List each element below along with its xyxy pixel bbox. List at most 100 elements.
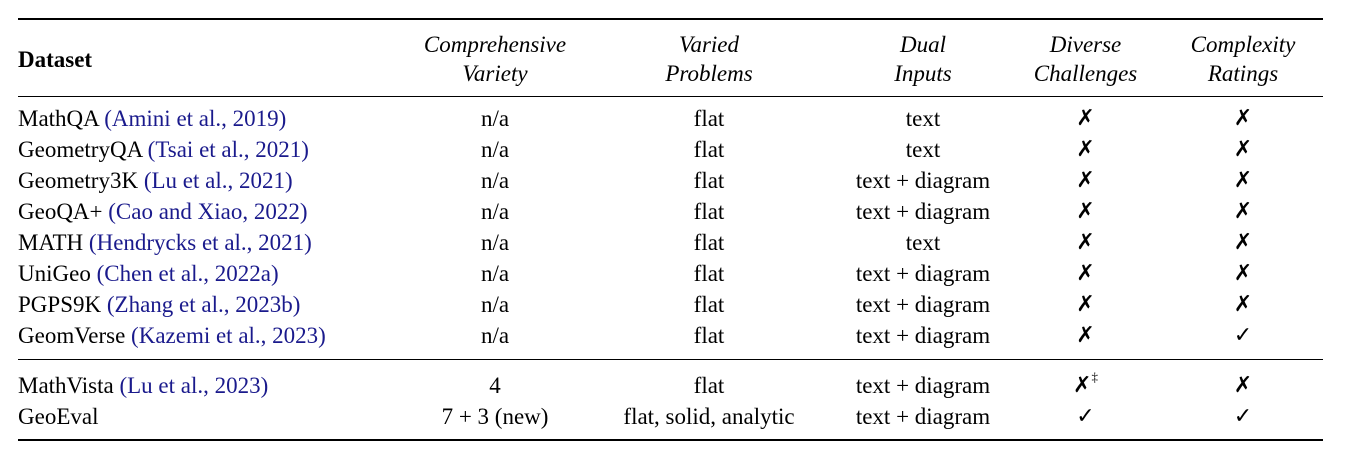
header-varied-problems: Varied Problems	[665, 32, 753, 86]
cell-inputs: text + diagram	[855, 372, 991, 398]
cell-variety: n/a	[480, 322, 510, 348]
cell-challenges: ✗	[1008, 165, 1163, 196]
table-row: MATH (Hendrycks et al., 2021) n/a flat text…	[18, 227, 1323, 258]
table-row: UniGeo (Chen et al., 2022a) n/a flat text +…	[18, 258, 1323, 289]
dataset-name: UniGeo	[18, 260, 91, 286]
cross-icon: ✗	[1076, 292, 1095, 317]
cell-dataset: MathVista (Lu et al., 2023)	[18, 360, 410, 402]
check-icon: ✓	[1233, 323, 1253, 348]
cross-icon: ✗	[1076, 323, 1095, 348]
cell-variety: n/a	[480, 105, 510, 131]
cell-challenges: ✗	[1008, 227, 1163, 258]
cell-challenges: ✗	[1008, 134, 1163, 165]
table-body: MathQA (Amini et al., 2019) n/a flat text ✗ ✗…	[18, 97, 1323, 440]
dataset-name: MathVista	[18, 372, 114, 398]
cell-dataset: UniGeo (Chen et al., 2022a)	[18, 258, 410, 289]
citation-link[interactable]: (Zhang et al., 2023b)	[106, 291, 301, 317]
dataset-name: MATH	[18, 229, 84, 255]
cross-icon: ✗	[1233, 106, 1253, 131]
cell-dataset: GeoQA+ (Cao and Xiao, 2022)	[18, 196, 410, 227]
citation-link[interactable]: (Hendrycks et al., 2021)	[88, 229, 312, 255]
cell-inputs: text	[905, 229, 941, 255]
cell-ratings: ✗	[1163, 134, 1323, 165]
cell-ratings: ✗	[1163, 165, 1323, 196]
cell-challenges: ✗	[1008, 320, 1163, 360]
cell-inputs: text	[905, 136, 941, 162]
cell-dataset: MathQA (Amini et al., 2019)	[18, 97, 410, 135]
citation-link[interactable]: (Chen et al., 2022a)	[96, 260, 279, 286]
cell-dataset: GeomVerse (Kazemi et al., 2023)	[18, 320, 410, 360]
table-row: Geometry3K (Lu et al., 2021) n/a flat text …	[18, 165, 1323, 196]
table-row: GeometryQA (Tsai et al., 2021) n/a flat tex…	[18, 134, 1323, 165]
cell-variety: n/a	[480, 167, 510, 193]
cross-icon: ✗	[1076, 230, 1095, 255]
cell-ratings: ✗	[1163, 196, 1323, 227]
header-complexity-ratings: Complexity Ratings	[1190, 32, 1296, 86]
table-row: MathVista (Lu et al., 2023) 4 flat text + d…	[18, 360, 1323, 402]
citation-link[interactable]: (Amini et al., 2019)	[104, 105, 287, 131]
cell-inputs: text + diagram	[855, 291, 991, 317]
table-row: GeoQA+ (Cao and Xiao, 2022) n/a flat text +…	[18, 196, 1323, 227]
cell-ratings: ✓	[1163, 401, 1323, 440]
cross-icon: ✗	[1233, 168, 1253, 193]
dataset-name: GeoEval	[18, 403, 99, 429]
cross-icon: ✗	[1233, 373, 1253, 398]
citation-link[interactable]: (Cao and Xiao, 2022)	[108, 198, 308, 224]
cross-icon: ✗	[1076, 168, 1095, 193]
cell-dataset: GeometryQA (Tsai et al., 2021)	[18, 134, 410, 165]
dataset-name: GeomVerse	[18, 322, 126, 348]
cross-icon: ✗	[1233, 199, 1253, 224]
citation-link[interactable]: (Tsai et al., 2021)	[147, 136, 309, 162]
cell-ratings: ✗	[1163, 289, 1323, 320]
table-row: MathQA (Amini et al., 2019) n/a flat text ✗ ✗	[18, 97, 1323, 135]
comparison-table-container: Dataset Comprehensive Variety Varied Pro…	[18, 18, 1323, 441]
cell-dataset: MATH (Hendrycks et al., 2021)	[18, 227, 410, 258]
citation-link[interactable]: (Kazemi et al., 2023)	[131, 322, 326, 348]
cell-dataset: Geometry3K (Lu et al., 2021)	[18, 165, 410, 196]
cell-inputs: text	[905, 105, 941, 131]
dataset-name: PGPS9K	[18, 291, 102, 317]
cell-dataset: GeoEval	[18, 401, 410, 440]
table-row: PGPS9K (Zhang et al., 2023b) n/a flat text …	[18, 289, 1323, 320]
citation-link[interactable]: (Lu et al., 2023)	[119, 372, 269, 398]
cell-variety: n/a	[480, 260, 510, 286]
cell-inputs: text + diagram	[855, 167, 991, 193]
citation-link[interactable]: (Lu et al., 2021)	[143, 167, 293, 193]
cell-inputs: text + diagram	[855, 322, 991, 348]
cell-problems: flat	[693, 260, 725, 286]
cell-variety: n/a	[480, 136, 510, 162]
cell-variety: n/a	[480, 198, 510, 224]
cross-icon: ✗	[1233, 230, 1253, 255]
cell-ratings: ✗	[1163, 227, 1323, 258]
table-row: GeomVerse (Kazemi et al., 2023) n/a flat te…	[18, 320, 1323, 360]
cross-icon: ✗	[1233, 292, 1253, 317]
cell-dataset: PGPS9K (Zhang et al., 2023b)	[18, 289, 410, 320]
cell-problems: flat	[693, 136, 725, 162]
dataset-name: Geometry3K	[18, 167, 139, 193]
header-dataset: Dataset	[18, 46, 93, 72]
cell-problems: flat	[693, 198, 725, 224]
cell-ratings: ✓	[1163, 320, 1323, 360]
dataset-name: GeoQA+	[18, 198, 103, 224]
cross-icon: ✗	[1076, 199, 1095, 224]
cell-problems: flat	[693, 229, 725, 255]
cross-icon: ✗	[1073, 373, 1092, 398]
table-row: GeoEval 7 + 3 (new) flat, solid, analytic t…	[18, 401, 1323, 440]
dataset-comparison-table: Dataset Comprehensive Variety Varied Pro…	[18, 18, 1323, 441]
cell-variety: 4	[489, 372, 501, 398]
cell-problems: flat	[693, 322, 725, 348]
cell-variety: n/a	[480, 291, 510, 317]
cell-problems: flat	[693, 291, 725, 317]
header-diverse-challenges: Diverse Challenges	[1033, 32, 1138, 86]
cell-inputs: text + diagram	[855, 260, 991, 286]
cell-challenges: ✗	[1008, 258, 1163, 289]
cell-challenges: ✗	[1008, 289, 1163, 320]
cell-challenges: ✓	[1008, 401, 1163, 440]
check-icon: ✓	[1233, 404, 1253, 429]
cell-problems: flat	[693, 105, 725, 131]
cell-ratings: ✗	[1163, 360, 1323, 402]
cell-inputs: text + diagram	[855, 403, 991, 429]
table-header-row: Dataset Comprehensive Variety Varied Pro…	[18, 19, 1323, 97]
header-comprehensive-variety: Comprehensive Variety	[423, 32, 567, 86]
cell-problems: flat	[693, 167, 725, 193]
